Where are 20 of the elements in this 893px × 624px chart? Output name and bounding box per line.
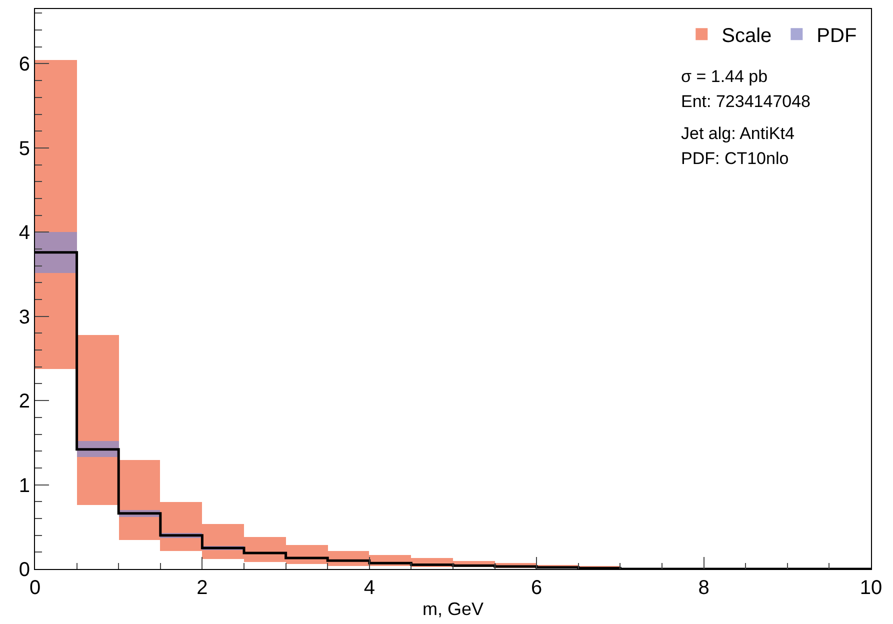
- y-tick-label: 5: [18, 138, 30, 160]
- x-tick-label: 8: [698, 577, 710, 599]
- legend-label: PDF: [816, 24, 857, 47]
- annotation: PDF: CT10nlo: [681, 149, 789, 168]
- bar: [35, 232, 77, 273]
- y-tick-label: 3: [18, 306, 30, 328]
- annotation: Ent: 7234147048: [681, 92, 811, 111]
- x-tick-label: 6: [531, 577, 542, 599]
- x-axis-title: m, GeV: [422, 599, 484, 620]
- y-tick-label: 4: [18, 222, 30, 244]
- x-tick-label: 2: [196, 577, 208, 599]
- x-tick-label: 10: [860, 577, 882, 599]
- y-tick-label: 0: [18, 559, 30, 581]
- y-tick-label: 2: [18, 390, 30, 413]
- annotation: σ = 1.44 pb: [681, 67, 768, 86]
- x-tick-label: 4: [364, 577, 375, 599]
- legend-label: Scale: [722, 24, 772, 47]
- annotation: Jet alg: AntiKt4: [681, 124, 794, 143]
- y-tick-label: 1: [18, 474, 30, 497]
- y-tick-label: 6: [18, 54, 30, 76]
